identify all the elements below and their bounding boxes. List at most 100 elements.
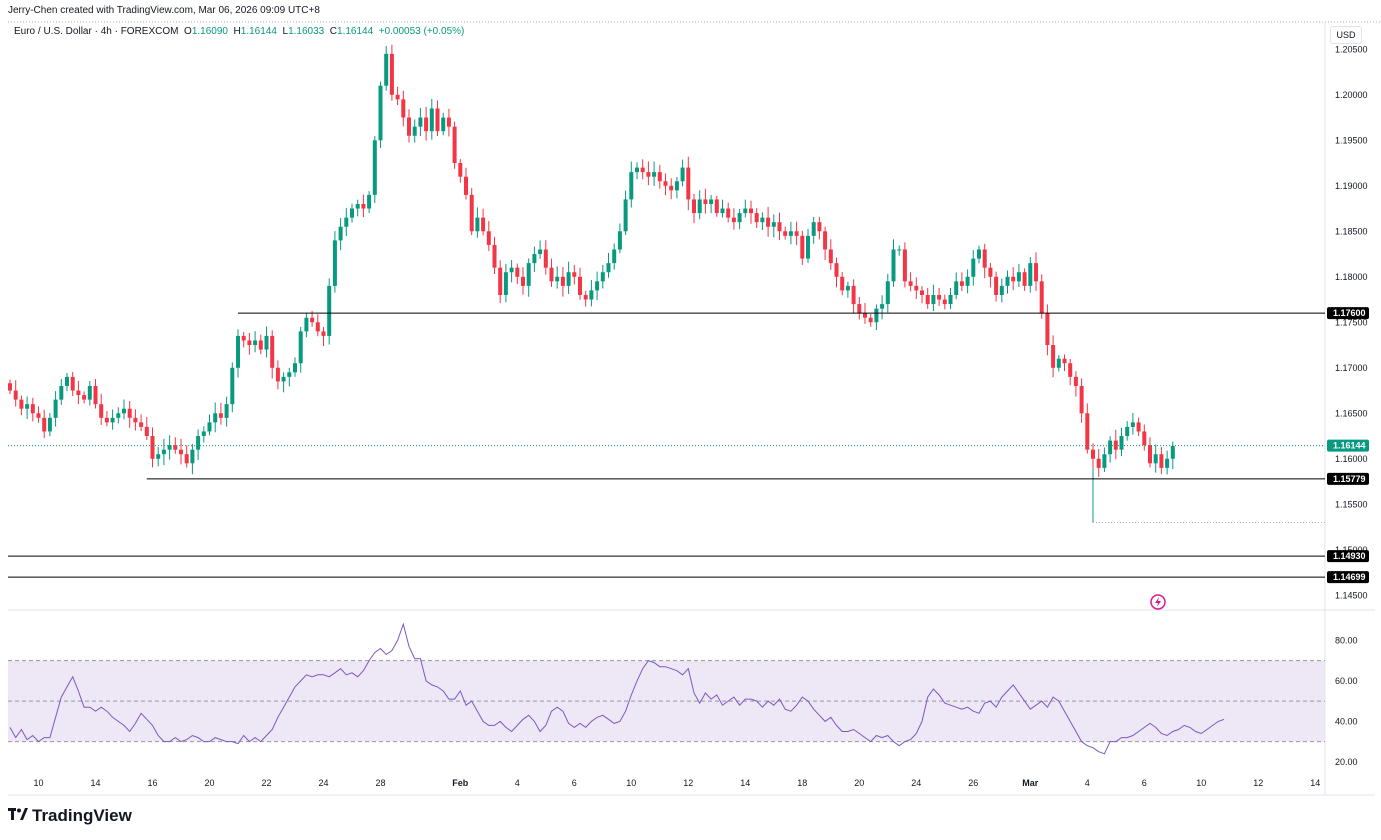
rsi-tick-label: 40.00 bbox=[1335, 716, 1358, 726]
close-label: C bbox=[329, 26, 338, 37]
open-label: O bbox=[184, 26, 192, 37]
candle-body bbox=[1079, 385, 1084, 414]
last-price-tag-text: 1.16144 bbox=[1333, 441, 1366, 451]
candle-body bbox=[965, 276, 970, 286]
candle-body bbox=[190, 449, 195, 464]
candle-body bbox=[469, 194, 474, 232]
candle-body bbox=[389, 53, 394, 95]
currency-button[interactable]: USD bbox=[1330, 26, 1362, 44]
rsi-line[interactable] bbox=[9, 622, 1225, 755]
rsi-tick-label: 20.00 bbox=[1335, 757, 1358, 767]
candle-body bbox=[104, 417, 109, 423]
candle-body bbox=[1108, 440, 1113, 455]
candle-body bbox=[1096, 458, 1101, 468]
candle-body bbox=[834, 263, 839, 277]
candle-body bbox=[19, 399, 24, 409]
candle-body bbox=[920, 290, 924, 295]
candle-body bbox=[1056, 358, 1061, 368]
candle-body bbox=[1028, 263, 1033, 286]
candle-body bbox=[241, 335, 246, 341]
candle-body bbox=[863, 313, 867, 318]
candle-body bbox=[521, 276, 525, 286]
time-tick-label: 14 bbox=[90, 778, 100, 788]
candle-body bbox=[754, 213, 759, 223]
candle-body bbox=[344, 217, 349, 227]
price-tick-label: 1.19000 bbox=[1335, 181, 1368, 191]
candle-body bbox=[458, 163, 463, 177]
time-tick-label: 20 bbox=[204, 778, 214, 788]
candle-body bbox=[726, 208, 731, 218]
candle-body bbox=[1136, 422, 1141, 432]
candle-body bbox=[766, 217, 771, 227]
candle-body bbox=[372, 140, 377, 195]
candle-body bbox=[874, 308, 879, 323]
candle-body bbox=[327, 285, 332, 336]
level-price-tag bbox=[1327, 550, 1369, 563]
candle-body bbox=[823, 231, 828, 250]
level-price-tag bbox=[1327, 571, 1369, 584]
candle-body bbox=[304, 317, 309, 332]
candle-body bbox=[481, 217, 486, 232]
candle-body bbox=[1142, 431, 1147, 446]
candle-body bbox=[230, 367, 235, 405]
candle-body bbox=[612, 249, 617, 264]
candle-body bbox=[1073, 376, 1078, 386]
lightning-icon-bolt bbox=[1155, 597, 1161, 607]
candle-body bbox=[908, 281, 913, 286]
candle-body bbox=[315, 322, 320, 332]
candle-body bbox=[1022, 272, 1027, 286]
candle-body bbox=[275, 367, 280, 382]
candle-body bbox=[407, 117, 411, 136]
candle-body bbox=[76, 390, 81, 396]
candle-body bbox=[1153, 454, 1158, 464]
candle-body bbox=[657, 172, 662, 182]
candle-body bbox=[999, 285, 1004, 295]
level-price-tag-text: 1.14930 bbox=[1333, 551, 1366, 561]
change-value: +0.00053 (+0.05%) bbox=[378, 26, 465, 37]
candle-body bbox=[59, 385, 64, 400]
candle-body bbox=[885, 281, 890, 305]
candle-body bbox=[361, 203, 366, 209]
candle-body bbox=[13, 390, 18, 400]
candle-body bbox=[680, 167, 685, 182]
time-tick-label: 12 bbox=[683, 778, 693, 788]
time-tick-label: 24 bbox=[911, 778, 921, 788]
candle-body bbox=[65, 376, 69, 386]
candle-body bbox=[144, 426, 149, 437]
time-tick-label: 4 bbox=[515, 778, 520, 788]
time-tick-label: 26 bbox=[968, 778, 978, 788]
candle-body bbox=[845, 285, 850, 291]
candle-body bbox=[367, 194, 372, 209]
candle-body bbox=[971, 258, 976, 277]
candle-body bbox=[332, 240, 337, 286]
candle-body bbox=[948, 294, 953, 305]
candle-body bbox=[509, 267, 514, 273]
candle-body bbox=[1045, 313, 1050, 346]
tradingview-logo[interactable]: TradingView bbox=[8, 806, 132, 826]
candle-body bbox=[395, 94, 400, 100]
price-chart[interactable]: 1.20500 1.20000 1.19500 1.19000 1.18500 1.180… bbox=[0, 0, 1381, 800]
symbol-name[interactable]: Euro / U.S. Dollar · 4h · FOREXCOM bbox=[14, 26, 179, 37]
time-tick-label: 16 bbox=[147, 778, 157, 788]
candle-body bbox=[697, 199, 702, 214]
candle-body bbox=[532, 254, 537, 264]
time-tick-label: 22 bbox=[261, 778, 271, 788]
candle-body bbox=[201, 431, 206, 437]
attribution-text: Jerry-Chen created with TradingView.com,… bbox=[8, 5, 320, 16]
candle-body bbox=[492, 244, 497, 268]
candle-body bbox=[30, 404, 35, 414]
candle-body bbox=[179, 449, 183, 455]
candle-body bbox=[743, 208, 748, 214]
candle-body bbox=[902, 249, 907, 282]
candle-body bbox=[247, 340, 252, 346]
candle-body bbox=[788, 231, 793, 236]
candle-body bbox=[914, 285, 919, 291]
candle-body bbox=[82, 395, 87, 400]
candle-body bbox=[338, 226, 343, 241]
candle-body bbox=[429, 108, 434, 132]
candle-body bbox=[840, 276, 845, 291]
candle-body bbox=[310, 317, 315, 323]
time-tick-label: 6 bbox=[1142, 778, 1147, 788]
candle-body bbox=[988, 267, 993, 277]
candle-body bbox=[475, 217, 480, 232]
